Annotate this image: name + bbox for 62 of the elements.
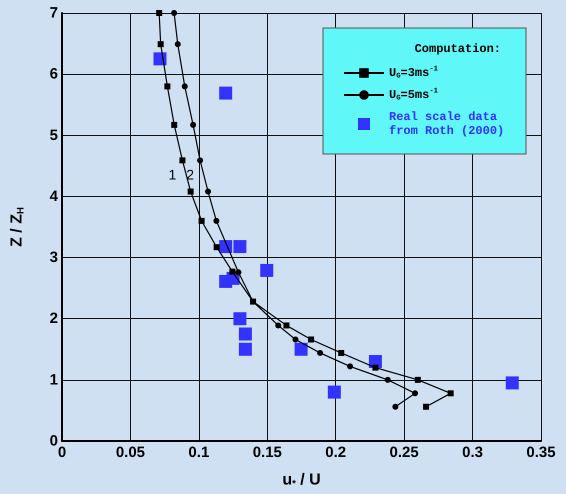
point [423,404,430,410]
legend-label: Real scale data from Roth (2000) [389,110,504,138]
point [317,350,324,356]
point [283,322,290,328]
point [238,328,252,340]
annotation: 2 [186,166,194,182]
point [308,336,314,343]
point [214,244,220,250]
point [182,83,188,90]
point [174,41,181,48]
point [238,342,252,356]
x-tick-label: 0.35 [526,444,556,461]
point [164,83,170,90]
x-axis-title: u* / U [282,472,321,490]
y-tick-label: 4 [50,188,59,205]
x-tick-label: 0.1 [188,444,210,461]
y-tick-label: 5 [50,126,58,144]
point [229,268,236,275]
point [392,404,398,410]
point [205,188,212,195]
point [347,363,354,370]
point [328,386,341,399]
annotation: 1 [168,166,177,182]
point [233,312,246,326]
point [190,122,196,128]
point [338,350,344,356]
point [197,157,204,164]
point [448,390,454,396]
x-tick-label: 0.05 [116,444,146,461]
x-tick-label: 0.25 [390,444,419,461]
point [171,10,178,16]
point [156,10,162,16]
point [384,376,391,383]
point [506,376,519,390]
point [213,218,220,224]
legend-title: Computation: [414,42,502,56]
y-tick-label: 7 [50,4,58,22]
point [179,157,186,164]
point [188,188,194,195]
y-tick-label: 6 [50,66,58,83]
x-tick-label: 0.2 [325,444,346,461]
point [235,269,242,276]
y-axis-title: Z / ZH [8,207,26,247]
point [412,390,418,396]
point [198,218,205,224]
point [233,240,246,254]
point [219,86,232,100]
y-tick-label: 3 [50,249,58,266]
x-tick-label: 0.15 [252,444,282,461]
point [292,336,298,342]
point [171,122,178,128]
point [153,52,166,66]
point [260,264,274,277]
point [294,342,308,356]
x-tick-label: 0.3 [462,444,483,461]
point [372,364,378,371]
y-tick-label: 0 [50,432,58,450]
point [158,41,164,48]
point [414,376,421,383]
y-tick-label: 1 [50,371,58,388]
y-tick-label: 2 [50,310,58,328]
point [275,322,282,328]
